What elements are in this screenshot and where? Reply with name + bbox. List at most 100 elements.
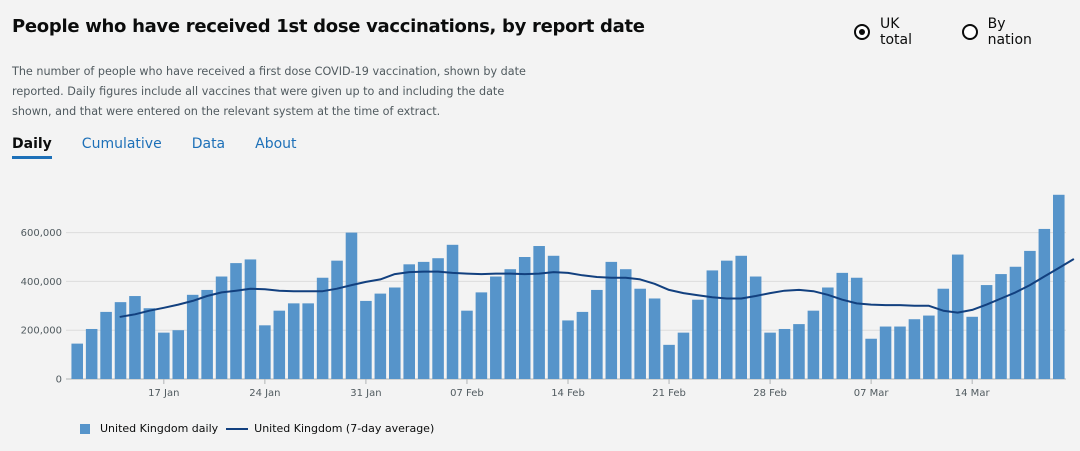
legend-line-swatch xyxy=(226,427,249,430)
bar xyxy=(591,289,603,379)
bar xyxy=(692,299,704,379)
bar xyxy=(244,259,257,379)
bar xyxy=(186,294,199,379)
bar xyxy=(446,244,459,379)
bar xyxy=(749,276,762,379)
x-tick-label: 21 Feb xyxy=(652,388,686,399)
bar xyxy=(129,296,141,379)
bar xyxy=(287,303,300,379)
bar xyxy=(677,332,690,379)
y-tick-label: 0 xyxy=(56,375,62,386)
tab-daily[interactable]: Daily xyxy=(12,136,52,159)
bar xyxy=(966,316,978,379)
bar xyxy=(201,289,213,379)
average-line xyxy=(119,258,1075,318)
bar xyxy=(475,292,488,379)
bar xyxy=(504,269,517,379)
bar xyxy=(389,287,401,379)
bar xyxy=(71,343,83,379)
bar xyxy=(706,270,719,379)
legend-item-daily[interactable]: United Kingdom daily xyxy=(80,422,218,435)
bar xyxy=(951,254,964,379)
bar xyxy=(576,311,589,379)
bar xyxy=(648,298,661,379)
bar xyxy=(547,255,560,379)
x-tick-label: 28 Feb xyxy=(753,388,787,399)
legend-daily-label: United Kingdom daily xyxy=(100,422,219,435)
tab-data[interactable]: Data xyxy=(191,136,226,152)
bar xyxy=(836,272,849,379)
radio-uk-total[interactable]: UK total xyxy=(854,16,936,48)
bar xyxy=(619,269,632,379)
bar xyxy=(850,277,863,379)
bar xyxy=(562,320,574,379)
bar xyxy=(461,310,473,379)
x-tick-label: 14 Feb xyxy=(551,388,585,399)
vaccination-chart: 0 200,000 400,000 600,000 17 Jan 24 Jan 31 Jan… xyxy=(21,194,1075,399)
tab-about[interactable]: About xyxy=(255,136,297,152)
tab-cumulative[interactable]: Cumulative xyxy=(81,136,162,152)
y-tick-label: 400,000 xyxy=(21,277,62,288)
bar xyxy=(865,338,877,379)
bar xyxy=(634,288,646,379)
bar xyxy=(403,264,415,379)
bar xyxy=(85,328,98,379)
bar xyxy=(360,300,372,379)
legend-average-label: United Kingdom (7-day average) xyxy=(254,422,435,435)
y-tick-label: 600,000 xyxy=(21,228,62,239)
bar xyxy=(1038,228,1051,379)
bar xyxy=(721,260,733,379)
bar xyxy=(100,311,112,379)
x-tick-label: 07 Feb xyxy=(450,388,484,399)
bar xyxy=(158,332,170,379)
bar xyxy=(533,246,545,379)
bar xyxy=(995,274,1007,379)
x-tick-label: 17 Jan xyxy=(148,388,179,399)
radio-by-nation[interactable]: By nation xyxy=(961,16,1054,48)
bar xyxy=(663,344,675,379)
bar xyxy=(345,232,358,379)
chart-description: The number of people who have received a… xyxy=(12,65,526,118)
chart-title: People who have received 1st dose vaccin… xyxy=(12,16,645,37)
bar xyxy=(259,325,271,379)
bar xyxy=(1009,266,1022,379)
radio-selected-icon[interactable] xyxy=(854,24,870,40)
bar xyxy=(923,315,935,379)
radio-uk-total-label: UK total xyxy=(879,16,912,48)
bar xyxy=(302,303,314,379)
bar xyxy=(778,328,791,379)
bar xyxy=(374,293,387,379)
radio-unselected-icon[interactable] xyxy=(961,24,978,40)
bar xyxy=(215,276,228,379)
x-tick-label: 14 Mar xyxy=(955,388,991,399)
bar xyxy=(230,263,242,379)
legend-bar-swatch xyxy=(80,423,90,434)
bar xyxy=(793,324,805,379)
bar xyxy=(822,287,834,379)
bar xyxy=(807,310,820,379)
radio-by-nation-label: By nation xyxy=(987,16,1032,48)
chart-legend: United Kingdom daily United Kingdom (7-d… xyxy=(80,422,442,435)
x-tick-label: 31 Jan xyxy=(350,388,381,399)
bar xyxy=(879,326,892,379)
view-selector: UK total By nation xyxy=(854,16,1080,48)
bar xyxy=(143,308,156,379)
bar xyxy=(331,260,343,379)
x-tick-label: 07 Mar xyxy=(854,388,890,399)
bar xyxy=(1024,250,1036,379)
chart-tabs: Daily Cumulative Data About xyxy=(12,136,327,159)
bar xyxy=(980,285,993,379)
bar xyxy=(764,332,776,379)
bar xyxy=(432,258,444,379)
bar xyxy=(605,261,618,379)
bar xyxy=(908,319,921,379)
bar xyxy=(172,330,185,379)
bar xyxy=(114,302,127,379)
legend-item-average[interactable]: United Kingdom (7-day average) xyxy=(226,422,434,435)
bar xyxy=(735,255,747,379)
bar xyxy=(417,261,430,379)
bar xyxy=(518,257,531,379)
bar xyxy=(1053,194,1065,379)
bar xyxy=(490,276,502,379)
bar xyxy=(316,277,329,379)
